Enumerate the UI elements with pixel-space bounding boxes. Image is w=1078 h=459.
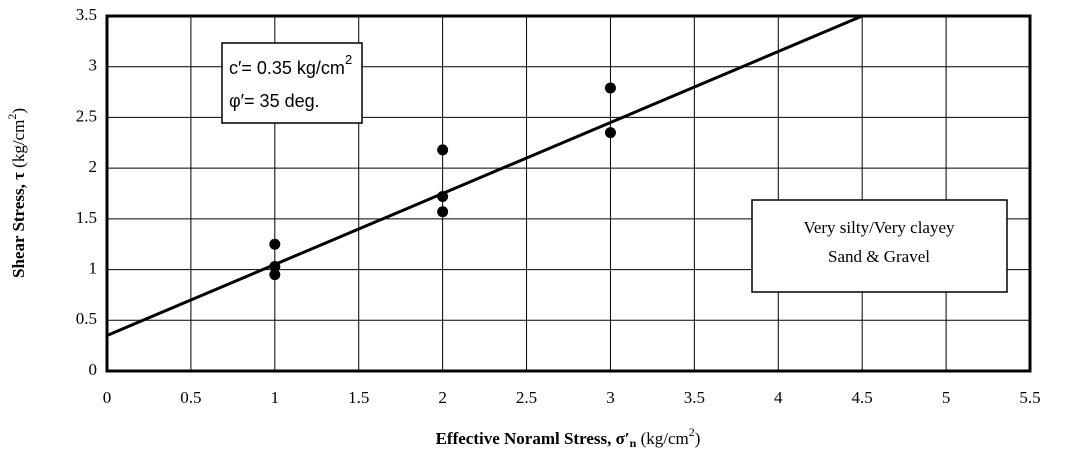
x-label-part: )	[695, 429, 701, 448]
y-label-superscript: 2	[5, 114, 19, 120]
x-tick-label: 2.5	[516, 388, 537, 407]
y-label-part: )	[9, 108, 28, 114]
y-tick-label: 3.5	[76, 5, 97, 24]
data-point	[604, 82, 616, 94]
y-tick-label: 0.5	[76, 309, 97, 328]
x-label-part: (kg/cm	[636, 429, 688, 448]
x-tick-label: 3.5	[684, 388, 705, 407]
data-point	[437, 206, 449, 218]
x-tick-label: 0.5	[180, 388, 201, 407]
y-tick-label: 3	[89, 56, 98, 75]
marks	[106, 14, 863, 337]
fit-line	[106, 14, 863, 337]
y-axis-label: Shear Stress, τ (kg/cm2)	[5, 108, 28, 278]
data-point	[604, 127, 616, 139]
y-tick-label: 0	[89, 360, 98, 379]
x-axis-label: Effective Noraml Stress, σ′n (kg/cm2)	[436, 425, 701, 450]
x-tick-label: 3	[606, 388, 615, 407]
x-label-part: Effective Noraml Stress, σ′	[436, 429, 630, 448]
data-point	[437, 191, 449, 203]
data-point	[437, 144, 449, 156]
soil-box	[751, 199, 1008, 293]
y-label-part: (kg/cm	[9, 120, 28, 172]
data-point	[269, 238, 281, 250]
x-tick-label: 5	[942, 388, 951, 407]
x-tick-label: 2	[438, 388, 447, 407]
data-point	[269, 261, 281, 273]
x-tick-label: 1	[271, 388, 280, 407]
y-tick-label: 2	[89, 157, 98, 176]
y-tick-label: 1.5	[76, 208, 97, 227]
x-tick-label: 1.5	[348, 388, 369, 407]
x-tick-label: 0	[103, 388, 112, 407]
x-label-subscript: n	[630, 436, 637, 450]
annotation-text: c′= 0.35 kg/cm	[229, 58, 345, 78]
x-label-superscript: 2	[689, 425, 695, 439]
parameter-box	[221, 42, 363, 124]
annotation-superscript: 2	[345, 52, 352, 67]
y-tick-label: 2.5	[76, 106, 97, 125]
y-label-part: Shear Stress, τ	[9, 172, 28, 278]
x-tick-label: 4	[774, 388, 783, 407]
annotation: Sand & Gravel	[828, 247, 930, 266]
plot-frame	[105, 14, 1032, 373]
x-tick-label: 4.5	[852, 388, 873, 407]
x-tick-label: 5.5	[1019, 388, 1040, 407]
annotation: c′= 0.35 kg/cm2	[229, 52, 352, 77]
annotation: Very silty/Very clayey	[803, 218, 955, 237]
data-point	[269, 269, 281, 281]
annotation: φ′= 35 deg.	[229, 91, 320, 111]
y-tick-label: 1	[89, 258, 98, 277]
